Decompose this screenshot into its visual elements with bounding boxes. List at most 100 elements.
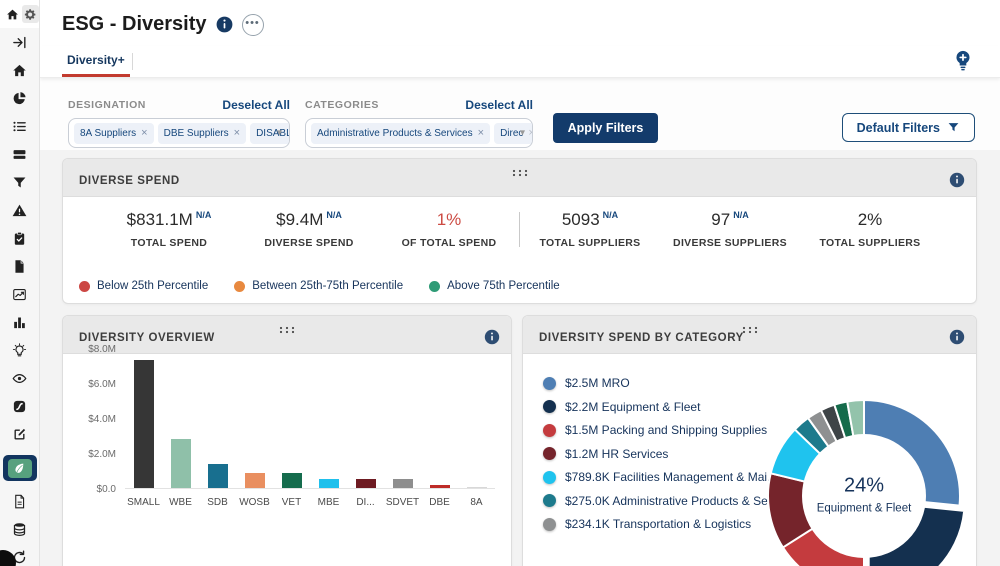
percentile-legend: Below 25th Percentile Between 25th-75th P… [79,280,560,292]
stat-value: $831.1M N/A [126,210,212,229]
bar-small[interactable] [133,360,154,488]
database-icon[interactable] [12,522,27,537]
warning-icon[interactable] [12,203,27,218]
filter-section: DESIGNATION Deselect All 8A Suppliers × DB… [40,78,1000,150]
filter-chip[interactable]: DBE Suppliers × [157,122,247,144]
stat-benchmark-na: N/A [602,210,619,221]
chevron-down-icon[interactable]: ▾ [276,127,282,139]
designation-multiselect[interactable]: 8A Suppliers × DBE Suppliers × DISABL×▾ [68,118,290,148]
cards-icon[interactable] [12,147,27,162]
categories-label: CATEGORIES [305,99,379,111]
filter-chip-label: Administrative Products & Services [317,127,473,139]
percentile-legend-item: Between 25th-75th Percentile [234,280,403,292]
chevron-down-icon[interactable]: ▾ [519,127,525,139]
legend-label: $1.5M Packing and Shipping Supplies [565,423,768,437]
edit-icon[interactable] [12,427,27,442]
tab-diversity-plus[interactable]: Diversity+ [62,53,130,77]
info-icon[interactable] [484,329,500,345]
info-icon[interactable] [949,172,965,188]
filter-chip[interactable]: Administrative Products & Services × [311,122,491,144]
contrast-icon[interactable] [12,399,27,414]
clipboard-check-icon[interactable] [12,231,27,246]
stat-label: OF TOTAL SPEND [401,237,497,249]
chip-close-icon[interactable]: × [233,127,241,139]
diversity-overview-title: DIVERSITY OVERVIEW [79,332,215,344]
title-info-icon[interactable] [216,16,233,33]
x-axis-label: SDVET [385,497,420,508]
lightbulb-icon[interactable] [12,343,27,358]
y-axis-tick: $6.0M [88,379,116,390]
filter-chip[interactable]: 8A Suppliers × [74,122,154,144]
categories-multiselect[interactable]: Administrative Products & Services × Direc… [305,118,533,148]
home-small-icon[interactable] [5,7,19,22]
bar-column-mbe [310,349,347,488]
donut-legend-item[interactable]: $1.2M HR Services [543,447,778,461]
apply-filters-button[interactable]: Apply Filters [553,113,658,143]
bar-vet[interactable] [281,473,302,488]
bar-dbe[interactable] [429,484,450,488]
info-icon[interactable] [949,329,965,345]
bar-chart: $8.0M $6.0M $4.0M $2.0M $0.0 SMALL WBE SDB WOSB V… [88,344,495,508]
default-filters-button[interactable]: Default Filters [841,113,975,142]
bar-chart-plot-area [125,349,495,489]
x-axis-labels: SMALL WBE SDB WOSB VET MBE DI... SDVET DBE 8A [125,497,495,508]
bar-sdb[interactable] [207,463,228,488]
home-icon[interactable] [12,63,27,78]
donut-legend-item[interactable]: $2.2M Equipment & Fleet [543,400,778,414]
more-options-button[interactable]: ••• [241,13,264,36]
bar-column-di... [347,349,384,488]
page-title: ESG - Diversity [62,13,207,35]
x-axis-label: MBE [317,497,340,508]
document-icon[interactable] [12,259,27,274]
filter-chip-label: DISABL [256,127,290,139]
list-icon[interactable] [12,119,27,134]
stat-label: DIVERSE SPEND [264,237,354,249]
diversity-overview-header: DIVERSITY OVERVIEW [63,316,511,354]
stat-label: TOTAL SPEND [130,237,208,249]
percentile-legend-item: Above 75th Percentile [429,280,560,292]
gear-icon[interactable] [22,5,39,23]
donut-legend-item[interactable]: $789.8K Facilities Management & Mai... [543,470,778,484]
legend-label: $789.8K Facilities Management & Mai... [565,470,778,484]
drag-handle-icon[interactable] [279,321,296,339]
donut-legend-item[interactable]: $275.0K Administrative Products & Se... [543,494,778,508]
stat-diverse-spend: $9.4M N/A DIVERSE SPEND [239,210,379,249]
diverse-spend-title: DIVERSE SPEND [79,175,180,187]
filter-chip[interactable]: DISABL× [250,122,290,144]
eye-icon[interactable] [12,371,27,386]
collapse-sidebar-icon[interactable] [12,35,27,50]
designation-deselect-all-link[interactable]: Deselect All [222,98,290,112]
bar-column-sdb [199,349,236,488]
chip-close-icon[interactable]: × [141,127,148,139]
bar-column-wosb [236,349,273,488]
pie-chart-icon[interactable] [12,91,27,106]
donut-center-percent: 24% [843,474,885,497]
drag-handle-icon[interactable] [741,321,758,339]
bar-8a[interactable] [466,487,487,488]
donut-legend-item[interactable]: $2.5M MRO [543,376,778,390]
sidebar-item-esg-active[interactable] [2,455,37,481]
bar-wbe[interactable] [170,439,191,488]
filter-icon[interactable] [12,175,27,190]
percentile-legend-item: Below 25th Percentile [79,280,208,292]
bar-chart-icon[interactable] [12,315,27,330]
insights-bulb-icon[interactable] [952,49,974,73]
donut-center-label: 24% Equipment & Fleet [814,475,914,518]
bar-di...[interactable] [355,479,376,488]
stat-value: $9.4M N/A [276,210,342,229]
categories-deselect-all-link[interactable]: Deselect All [465,98,533,112]
filter-chip[interactable]: Direc × [494,122,532,144]
donut-legend-item[interactable]: $234.1K Transportation & Logistics [543,517,778,531]
drag-handle-icon[interactable] [511,164,528,182]
bar-mbe[interactable] [318,479,339,488]
bar-wosb[interactable] [244,473,265,488]
bar-sdvet[interactable] [392,479,413,488]
donut-chart [756,388,972,566]
chip-close-icon[interactable]: × [528,127,532,139]
donut-legend-item[interactable]: $1.5M Packing and Shipping Supplies [543,423,778,437]
line-chart-icon[interactable] [12,287,27,302]
file-icon[interactable] [12,494,27,509]
x-axis-label: SMALL [127,497,160,508]
chip-close-icon[interactable]: × [477,127,485,139]
tab-divider [132,53,133,70]
